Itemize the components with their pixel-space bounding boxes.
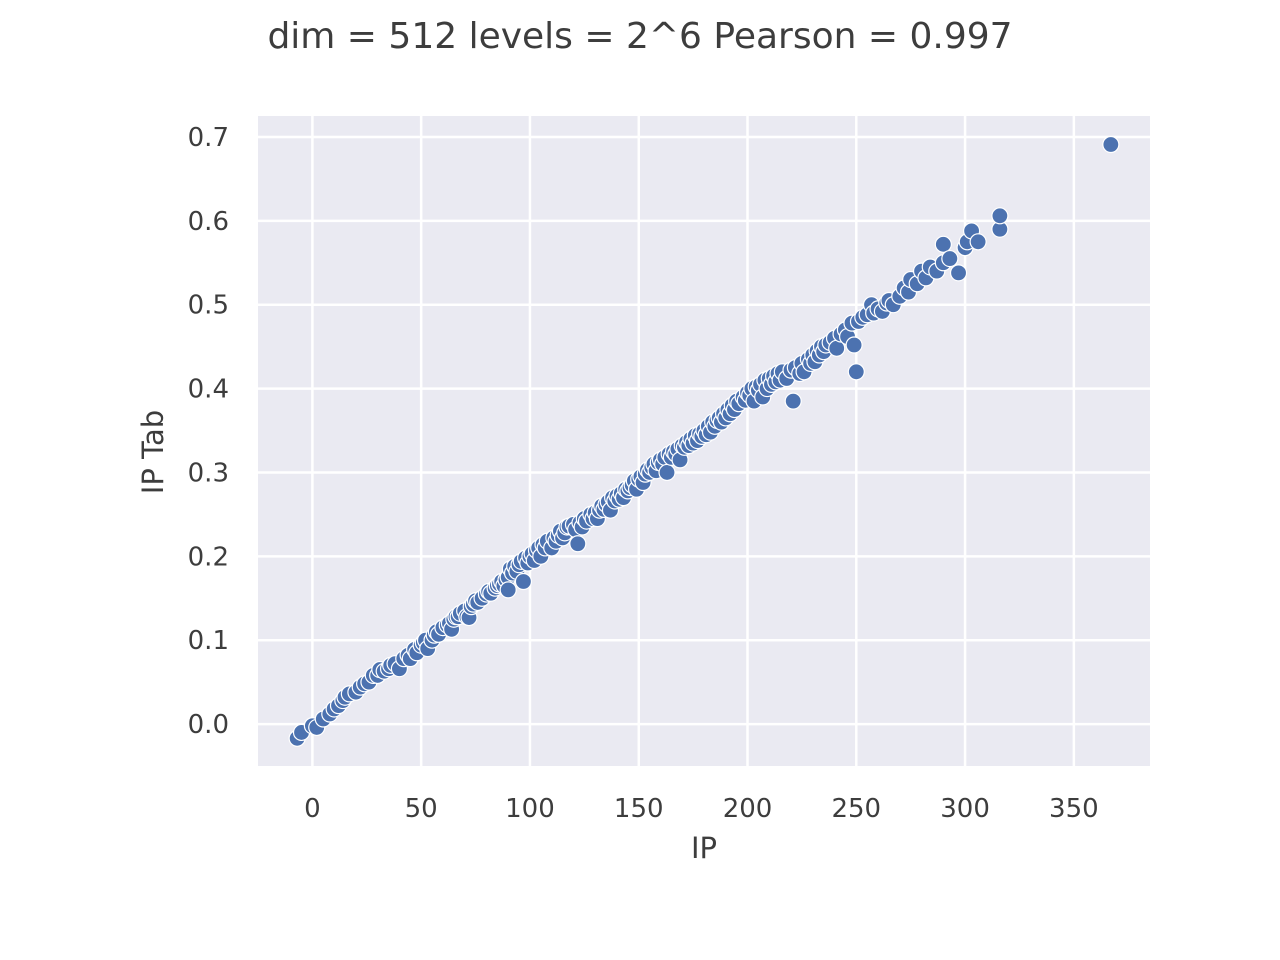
scatter-points [288,135,1120,747]
x-tick-label: 200 [723,794,773,824]
scatter-point [784,392,802,410]
x-tick-label: 100 [505,794,555,824]
x-tick-label: 150 [614,794,664,824]
y-axis-label: IP Tab [136,410,170,494]
x-tick-label: 50 [405,794,438,824]
scatter-point [569,535,587,553]
scatter-point [1102,135,1120,154]
grid-lines [258,116,1150,766]
chart-title: dim = 512 levels = 2^6 Pearson = 0.997 [267,16,1012,57]
scatter-point [658,463,676,482]
scatter-point [847,363,865,381]
y-tick-label: 0.3 [188,458,229,488]
x-tick-label: 0 [304,794,321,824]
scatter-point [934,235,952,253]
x-tick-label: 300 [940,794,990,824]
y-tick-label: 0.0 [188,710,229,740]
scatter-point [845,336,863,354]
scatter-point [514,572,533,591]
x-axis-ticks: 0 50 100 150 200 250 300 350 [304,794,1099,824]
x-axis-label: IP [691,831,717,865]
scatter-point [969,233,987,251]
x-tick-label: 250 [831,794,881,824]
scatter-point [499,581,517,599]
x-tick-label: 350 [1049,794,1099,824]
y-axis-ticks: 0.0 0.1 0.2 0.3 0.4 0.5 0.6 0.7 [188,123,229,740]
y-tick-label: 0.6 [188,207,229,237]
y-tick-label: 0.4 [188,375,229,405]
scatter-point [949,264,968,282]
y-tick-label: 0.7 [188,123,229,153]
scatter-point [991,207,1009,225]
scatter-point [941,249,959,268]
y-tick-label: 0.5 [188,291,229,321]
y-tick-label: 0.1 [188,626,229,656]
y-tick-label: 0.2 [188,542,229,572]
